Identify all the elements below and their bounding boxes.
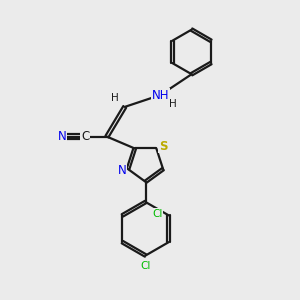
Text: Cl: Cl xyxy=(152,209,163,219)
Text: H: H xyxy=(169,99,177,109)
Text: H: H xyxy=(111,93,119,103)
Text: S: S xyxy=(159,140,167,153)
Text: C: C xyxy=(81,130,89,143)
Text: NH: NH xyxy=(152,88,169,101)
Text: N: N xyxy=(118,164,126,177)
Text: N: N xyxy=(58,130,67,143)
Text: Cl: Cl xyxy=(140,261,151,271)
